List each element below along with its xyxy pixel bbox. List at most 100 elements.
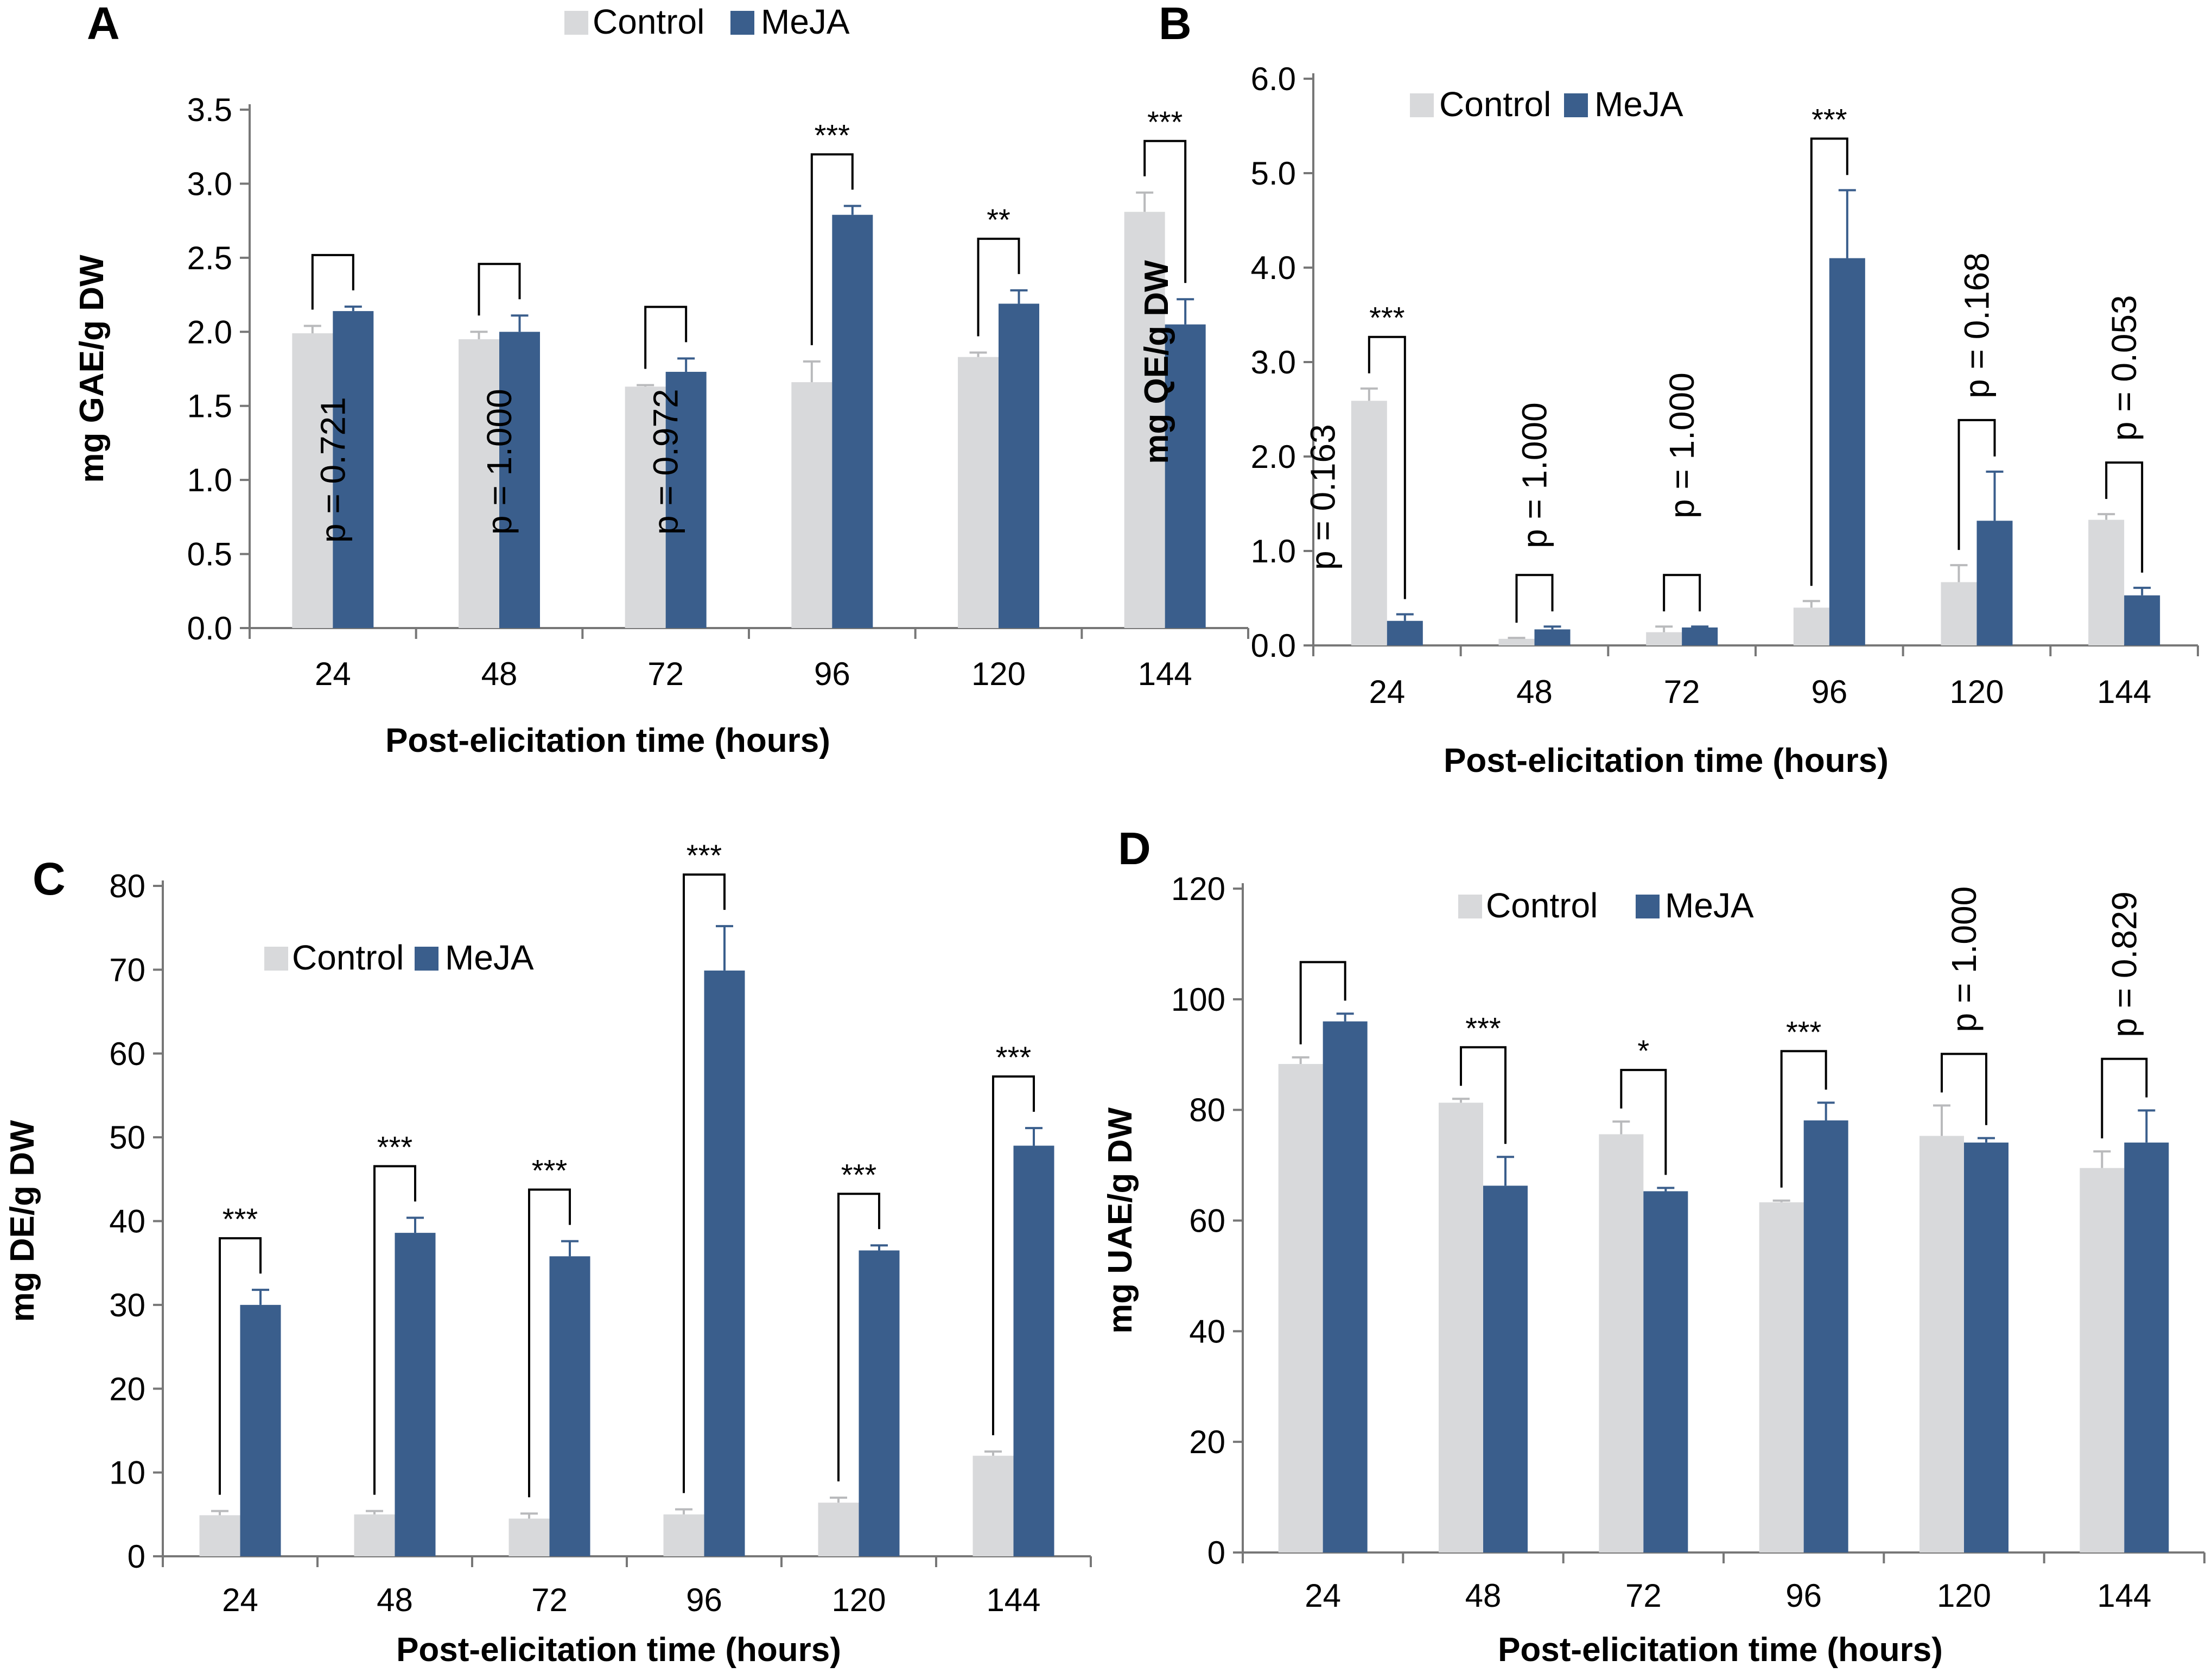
bar-meja <box>999 303 1039 628</box>
legend-swatch-control <box>1410 93 1434 117</box>
significance-bracket <box>1620 1069 1667 1175</box>
y-tick-label: 3.5 <box>187 92 232 128</box>
x-tick-label: 144 <box>2097 674 2151 710</box>
y-tick-label: 6.0 <box>1251 61 1296 97</box>
bar-control <box>1941 582 1977 645</box>
y-tick-label: 1.0 <box>187 462 232 498</box>
significance-bracket <box>1143 140 1187 283</box>
bar-meja <box>2124 595 2160 645</box>
y-tick-label: 30 <box>109 1287 145 1323</box>
bar-meja <box>1013 1145 1054 1556</box>
significance-stars: *** <box>815 118 850 152</box>
y-tick-label: 0 <box>128 1538 145 1575</box>
y-tick-label: 20 <box>1189 1424 1225 1460</box>
x-tick-label: 96 <box>686 1582 722 1618</box>
x-tick-label: 96 <box>814 656 850 692</box>
significance-bracket <box>1810 137 1848 586</box>
p-value-label: p = 0.829 <box>2105 891 2144 1037</box>
x-tick-label: 48 <box>1516 674 1553 710</box>
significance-stars: *** <box>377 1130 412 1164</box>
x-tick-label: 120 <box>1949 674 2004 710</box>
significance-stars: *** <box>1369 301 1404 335</box>
p-value-label: p = 1.000 <box>1662 372 1701 518</box>
y-tick-label: 5.0 <box>1251 155 1296 192</box>
y-tick-label: 100 <box>1171 981 1225 1018</box>
y-tick-label: 1.5 <box>187 388 232 424</box>
bar-meja <box>395 1233 436 1556</box>
bar-control <box>2088 519 2125 645</box>
x-tick-label: 144 <box>986 1582 1040 1618</box>
y-tick-label: 4.0 <box>1251 250 1296 286</box>
y-tick-label: 3.0 <box>1251 344 1296 381</box>
bar-meja <box>1643 1191 1688 1552</box>
significance-bracket <box>810 153 854 345</box>
bar-control <box>1646 632 1682 645</box>
significance-stars: *** <box>1786 1015 1821 1049</box>
significance-bracket <box>1299 961 1346 1044</box>
bar-control <box>2080 1168 2125 1552</box>
bar-control <box>625 386 666 628</box>
x-axis-title: Post-elicitation time (hours) <box>1498 1631 1943 1669</box>
legend-label-meja: MeJA <box>1665 886 1754 925</box>
significance-bracket <box>977 237 1020 337</box>
bar-meja <box>1829 258 1865 646</box>
x-axis-title: Post-elicitation time (hours) <box>1444 742 1889 780</box>
bar-meja <box>859 1250 900 1556</box>
y-tick-label: 60 <box>109 1036 145 1072</box>
bar-control <box>1498 638 1535 645</box>
y-tick-label: 3.0 <box>187 166 232 202</box>
p-value-label: p = 1.000 <box>480 389 519 535</box>
bar-meja <box>1976 521 2013 645</box>
bar-meja <box>1387 620 1423 645</box>
bar-control <box>1439 1102 1483 1552</box>
bar-control <box>663 1514 704 1556</box>
y-tick-label: 1.0 <box>1251 533 1296 569</box>
legend-label-control: Control <box>1439 85 1551 124</box>
x-axis-title: Post-elicitation time (hours) <box>385 722 830 759</box>
bar-meja <box>1323 1021 1368 1552</box>
y-axis-title: mg DE/g DW <box>4 1120 41 1322</box>
y-axis-title: mg UAE/g DW <box>1102 1107 1139 1334</box>
y-tick-label: 2.5 <box>187 240 232 276</box>
significance-bracket <box>837 1193 880 1481</box>
x-tick-label: 72 <box>647 656 684 692</box>
bar-control <box>818 1503 859 1556</box>
bar-control <box>1919 1136 1964 1552</box>
x-tick-label: 96 <box>1785 1577 1822 1614</box>
x-tick-label: 48 <box>377 1582 413 1618</box>
x-tick-label: 120 <box>831 1582 886 1618</box>
legend-swatch-meja <box>730 11 754 35</box>
y-tick-label: 50 <box>109 1119 145 1156</box>
y-tick-label: 40 <box>109 1203 145 1240</box>
bar-meja <box>549 1256 590 1556</box>
bar-control <box>199 1515 240 1556</box>
p-value-label: p = 0.721 <box>313 397 352 543</box>
significance-bracket <box>478 263 521 316</box>
x-tick-label: 24 <box>315 656 351 692</box>
legend-swatch-control <box>264 947 288 971</box>
significance-bracket <box>1663 574 1701 612</box>
panel-letter: B <box>1159 0 1192 49</box>
legend-swatch-control <box>1458 895 1482 918</box>
significance-bracket <box>2105 461 2144 573</box>
bar-meja <box>1165 324 1206 628</box>
y-tick-label: 10 <box>109 1455 145 1491</box>
significance-stars: *** <box>223 1202 258 1236</box>
bar-control <box>292 333 333 628</box>
bar-control <box>459 339 499 628</box>
p-value-label: p = 0.053 <box>2105 295 2144 441</box>
y-tick-label: 40 <box>1189 1313 1225 1349</box>
significance-bracket <box>683 873 726 1493</box>
x-tick-label: 24 <box>1305 1577 1341 1614</box>
x-tick-label: 48 <box>1465 1577 1502 1614</box>
x-tick-label: 24 <box>1369 674 1405 710</box>
bar-meja <box>704 970 745 1556</box>
legend-label-control: Control <box>292 938 404 977</box>
legend-label-meja: MeJA <box>1594 85 1683 124</box>
panel-letter: D <box>1118 823 1151 874</box>
significance-stars: *** <box>1811 102 1847 136</box>
significance-stars: *** <box>687 838 722 872</box>
significance-bracket <box>373 1165 416 1495</box>
y-tick-label: 60 <box>1189 1203 1225 1239</box>
